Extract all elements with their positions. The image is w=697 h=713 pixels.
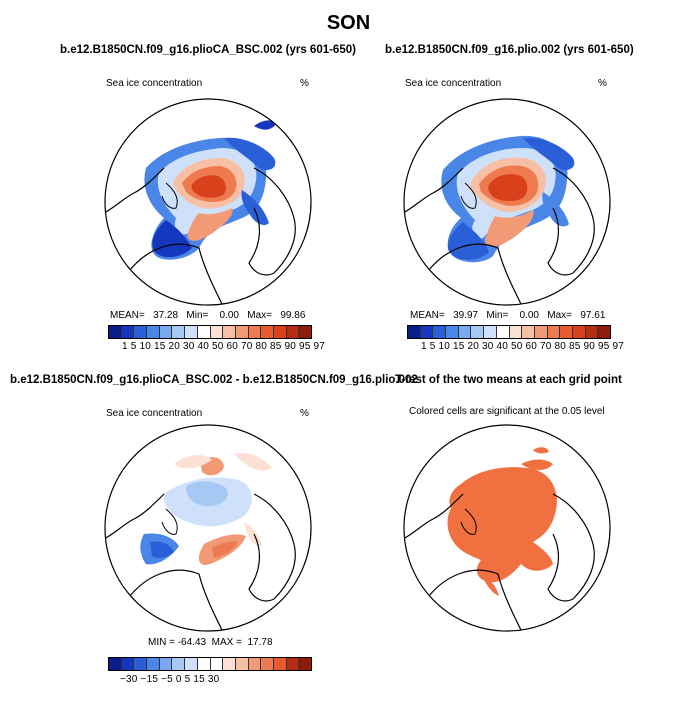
colorbar-swatch <box>484 326 497 338</box>
top-right-colorbar <box>407 325 611 339</box>
colorbar-swatch <box>147 326 160 338</box>
colorbar-swatch <box>286 658 300 670</box>
colorbar-swatch <box>261 326 274 338</box>
colorbar-swatch <box>134 658 148 670</box>
colorbar-swatch <box>509 326 523 338</box>
top-right-variable-label: Sea ice concentration <box>405 78 502 89</box>
bottom-left-stats: MIN = -64.43 MAX = 17.78 <box>148 637 273 648</box>
colorbar-swatch <box>172 326 186 338</box>
top-right-colorbar-labels: 1 5 10 15 20 30 40 50 60 70 80 85 90 95 … <box>421 341 625 352</box>
colorbar-swatch <box>248 326 262 338</box>
colorbar-swatch <box>134 326 148 338</box>
colorbar-swatch <box>299 658 311 670</box>
colorbar-swatch <box>261 658 274 670</box>
colorbar-swatch <box>458 326 472 338</box>
bottom-right-panel-title: T-test of the two means at each grid poi… <box>395 374 622 386</box>
colorbar-swatch <box>159 658 173 670</box>
colorbar-swatch <box>109 658 122 670</box>
top-left-sea-ice-map <box>104 98 312 306</box>
top-left-colorbar <box>108 325 312 339</box>
bottom-right-significance-map <box>403 424 611 632</box>
colorbar-swatch <box>172 658 186 670</box>
bottom-left-colorbar-labels: −30 −15 −5 0 5 15 30 <box>120 674 220 685</box>
bottom-left-difference-map <box>104 424 312 632</box>
bottom-right-subtitle: Colored cells are significant at the 0.0… <box>409 406 605 417</box>
colorbar-swatch <box>223 326 236 338</box>
colorbar-swatch <box>560 326 573 338</box>
colorbar-swatch <box>286 326 300 338</box>
colorbar-swatch <box>273 326 287 338</box>
colorbar-swatch <box>534 326 548 338</box>
top-right-sea-ice-map <box>403 98 611 306</box>
colorbar-swatch <box>273 658 287 670</box>
colorbar-swatch <box>109 326 122 338</box>
colorbar-swatch <box>299 326 311 338</box>
colorbar-swatch <box>235 326 249 338</box>
colorbar-swatch <box>185 326 198 338</box>
colorbar-swatch <box>446 326 459 338</box>
colorbar-swatch <box>547 326 561 338</box>
colorbar-swatch <box>598 326 610 338</box>
top-left-panel-title: b.e12.B1850CN.f09_g16.plioCA_BSC.002 (yr… <box>60 44 356 56</box>
figure-title: SON <box>326 12 371 34</box>
colorbar-swatch <box>248 658 262 670</box>
colorbar-swatch <box>223 658 236 670</box>
colorbar-swatch <box>408 326 421 338</box>
colorbar-swatch <box>585 326 599 338</box>
colorbar-swatch <box>235 658 249 670</box>
colorbar-swatch <box>159 326 173 338</box>
bottom-left-units-label: % <box>300 408 309 419</box>
top-right-units-label: % <box>598 78 607 89</box>
colorbar-swatch <box>210 658 224 670</box>
colorbar-swatch <box>471 326 485 338</box>
colorbar-swatch <box>210 326 224 338</box>
colorbar-swatch <box>197 658 211 670</box>
top-left-variable-label: Sea ice concentration <box>106 78 203 89</box>
colorbar-swatch <box>185 658 198 670</box>
colorbar-swatch <box>197 326 211 338</box>
colorbar-swatch <box>121 658 135 670</box>
top-left-units-label: % <box>300 78 309 89</box>
colorbar-swatch <box>121 326 135 338</box>
top-left-stats: MEAN= 37.28 Min= 0.00 Max= 99.86 <box>110 310 306 321</box>
top-right-stats: MEAN= 39.97 Min= 0.00 Max= 97.61 <box>410 310 606 321</box>
colorbar-swatch <box>496 326 510 338</box>
bottom-left-variable-label: Sea ice concentration <box>106 408 203 419</box>
top-left-colorbar-labels: 1 5 10 15 20 30 40 50 60 70 80 85 90 95 … <box>122 341 326 352</box>
bottom-left-panel-title: b.e12.B1850CN.f09_g16.plioCA_BSC.002 - b… <box>10 374 418 386</box>
colorbar-swatch <box>522 326 535 338</box>
top-right-panel-title: b.e12.B1850CN.f09_g16.plio.002 (yrs 601-… <box>385 44 634 56</box>
colorbar-swatch <box>433 326 447 338</box>
colorbar-swatch <box>147 658 160 670</box>
bottom-left-colorbar <box>108 657 312 671</box>
colorbar-swatch <box>572 326 586 338</box>
colorbar-swatch <box>420 326 434 338</box>
